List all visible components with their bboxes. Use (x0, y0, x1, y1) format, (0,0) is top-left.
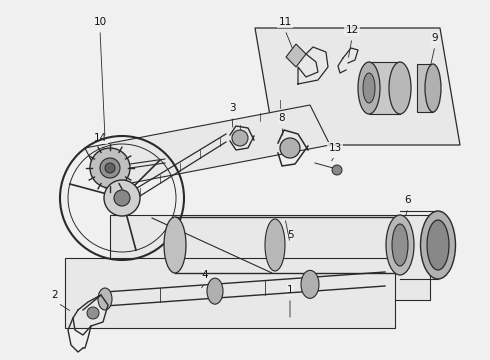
Polygon shape (369, 62, 400, 114)
Text: 14: 14 (94, 133, 107, 143)
Ellipse shape (207, 278, 223, 304)
Ellipse shape (420, 211, 456, 279)
Text: 2: 2 (51, 290, 58, 300)
Circle shape (105, 163, 115, 173)
Ellipse shape (392, 224, 408, 266)
Polygon shape (85, 105, 330, 188)
Text: 3: 3 (229, 103, 235, 113)
Text: 9: 9 (432, 33, 439, 43)
Text: 13: 13 (328, 143, 342, 153)
Text: 5: 5 (287, 230, 294, 240)
Ellipse shape (164, 217, 186, 273)
Text: 8: 8 (279, 113, 285, 123)
Polygon shape (255, 28, 460, 145)
Ellipse shape (389, 62, 411, 114)
Text: 6: 6 (405, 195, 411, 205)
Polygon shape (65, 258, 395, 328)
Ellipse shape (98, 288, 112, 310)
Text: 1: 1 (287, 285, 294, 295)
Polygon shape (286, 44, 306, 67)
Polygon shape (417, 64, 433, 112)
Circle shape (104, 180, 140, 216)
Circle shape (100, 158, 120, 178)
Circle shape (87, 307, 99, 319)
Text: 4: 4 (202, 270, 208, 280)
Ellipse shape (363, 73, 375, 103)
Ellipse shape (358, 62, 380, 114)
Polygon shape (110, 215, 430, 300)
Ellipse shape (386, 215, 414, 275)
Circle shape (114, 190, 130, 206)
Circle shape (90, 148, 130, 188)
Ellipse shape (425, 64, 441, 112)
Text: 10: 10 (94, 17, 106, 27)
Circle shape (280, 138, 300, 158)
Ellipse shape (265, 219, 285, 271)
Text: 12: 12 (345, 25, 359, 35)
Circle shape (332, 165, 342, 175)
Circle shape (232, 130, 248, 146)
Text: 11: 11 (278, 17, 292, 27)
Ellipse shape (301, 270, 319, 298)
Ellipse shape (427, 220, 449, 270)
